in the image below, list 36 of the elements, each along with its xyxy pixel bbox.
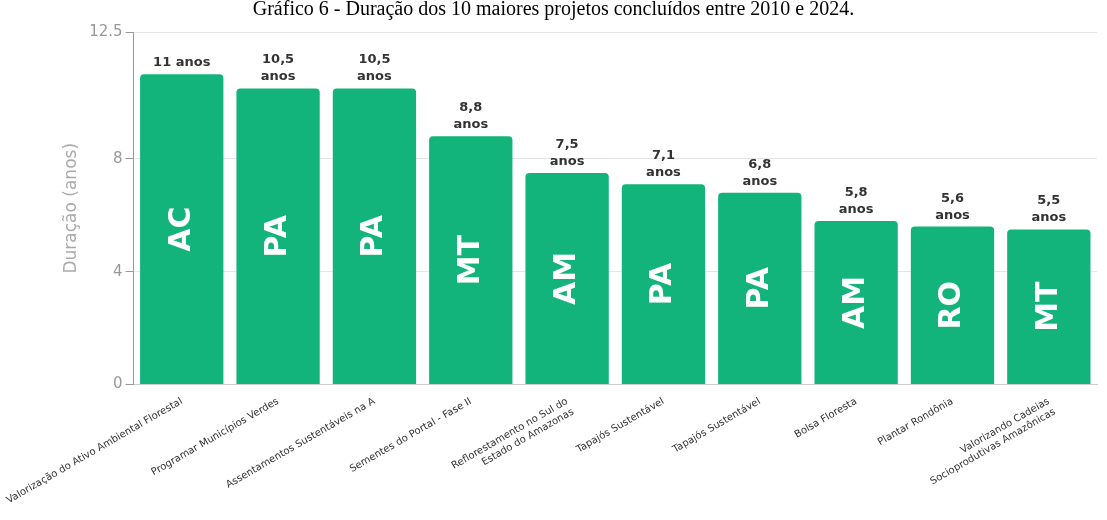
annotation: MT <box>450 234 486 286</box>
bar <box>332 88 417 384</box>
annotation: RO <box>932 280 968 330</box>
bar <box>814 220 898 384</box>
bar <box>236 88 320 384</box>
y-tick-label: 8 <box>113 148 123 167</box>
bar <box>429 136 513 384</box>
data-label: 6,8 anos <box>742 155 778 188</box>
bar <box>1007 229 1091 384</box>
data-label: 5,6 anos <box>935 189 971 222</box>
y-tick-label: 12.5 <box>89 21 123 40</box>
y-axis-title: Duração (anos) <box>60 142 81 274</box>
annotation: PA <box>643 262 679 306</box>
annotation: AM <box>835 275 871 330</box>
data-label: 5,8 anos <box>838 183 874 216</box>
annotation: AM <box>546 251 582 306</box>
data-label: 7,1 anos <box>646 147 682 180</box>
data-label: 8,8 anos <box>453 99 489 132</box>
bar <box>621 184 706 384</box>
bar <box>525 173 609 384</box>
bar <box>718 192 802 384</box>
annotation: AC <box>161 206 197 252</box>
annotation: PA <box>739 266 775 310</box>
y-tick-label: 0 <box>113 374 123 393</box>
data-label: 7,5 anos <box>549 136 585 168</box>
bar <box>910 226 995 384</box>
chart-title: Gráfico 6 - Duração dos 10 maiores projetos concluídos entre 2010 e 2024. <box>251 0 856 20</box>
data-label: 11 anos <box>153 54 211 70</box>
annotation: PA <box>354 214 390 258</box>
y-tick-label: 4 <box>113 261 123 280</box>
bar <box>140 74 224 384</box>
annotation: MT <box>1028 281 1064 332</box>
data-label: 5,5 anos <box>1031 192 1067 225</box>
data-label: 10,5 anos <box>260 51 296 84</box>
annotation: PA <box>257 214 293 258</box>
data-label: 10,5 anos <box>357 51 393 84</box>
